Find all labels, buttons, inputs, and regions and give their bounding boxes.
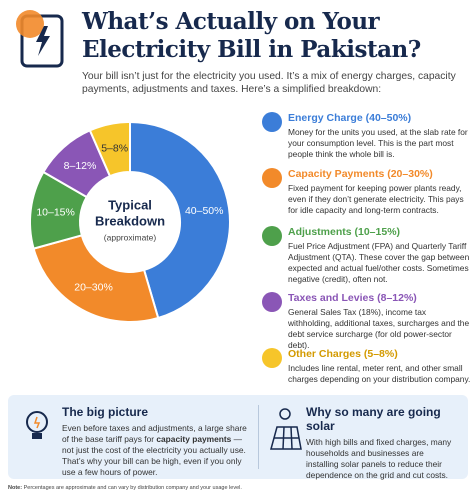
panel-text: With high bills and fixed charges, many … <box>306 437 452 480</box>
legend-title: Capacity Payments (20–30%) <box>288 168 433 180</box>
center-title: Breakdown <box>95 213 165 228</box>
legend-text: General Sales Tax (18%), income tax with… <box>288 307 470 350</box>
legend-icon <box>262 168 282 188</box>
legend-text: Fuel Price Adjustment (FPA) and Quarterl… <box>288 241 470 284</box>
legend-title: Energy Charge (40–50%) <box>288 112 412 124</box>
legend-icon <box>262 112 282 132</box>
slice-label: 10–15% <box>36 206 75 218</box>
legend-title: Adjustments (10–15%) <box>288 226 401 238</box>
divider <box>258 405 259 469</box>
slice-label: 40–50% <box>185 205 224 217</box>
legend-title: Other Charges (5–8%) <box>288 348 398 360</box>
panel-text: Even before taxes and adjustments, a lar… <box>62 423 252 478</box>
slice-label: 20–30% <box>74 281 113 293</box>
donut-hole <box>80 172 180 272</box>
info-box: The big picture Even before taxes and ad… <box>8 395 468 481</box>
title: What’s Actually on Your Electricity Bill… <box>82 8 421 64</box>
text-bold: capacity payments <box>156 434 232 444</box>
legend-item: Adjustments (10–15%) Fuel Price Adjustme… <box>262 226 472 285</box>
legend-item: Other Charges (5–8%) Includes line renta… <box>262 348 472 385</box>
center-title: Typical <box>108 197 152 212</box>
legend-icon <box>262 348 282 368</box>
legend-text: Money for the units you used, at the sla… <box>288 127 468 159</box>
legend-icon <box>262 226 282 246</box>
text: Even before taxes and adjustments, a lar… <box>62 423 247 444</box>
center-subtitle: (approximate) <box>104 232 157 242</box>
bulb-icon <box>26 411 48 439</box>
note-text: Percentages are approximate and can vary… <box>22 485 242 491</box>
legend-item: Energy Charge (40–50%) Money for the uni… <box>262 112 472 160</box>
panel-title: Why so many are going solar <box>306 405 441 433</box>
legend-item: Capacity Payments (20–30%) Fixed payment… <box>262 168 472 216</box>
text: — not just the cost of the electricity y… <box>62 434 246 477</box>
slice-label: 8–12% <box>64 160 97 172</box>
note: Note: Percentages are approximate and ca… <box>8 485 242 491</box>
title-line: What’s Actually on Your <box>82 8 380 35</box>
donut-slice <box>129 120 231 320</box>
donut-chart: 40–50% 20–30% 10–15% 8–12% 5–8% TypicalBreakd… <box>29 120 231 323</box>
solar-icon <box>270 408 302 450</box>
bill-icon <box>16 10 64 68</box>
panel-title: The big picture <box>62 405 149 419</box>
legend-title: Taxes and Levies (8–12%) <box>288 292 417 304</box>
panel: The big picture Even before taxes and ad… <box>62 405 252 478</box>
note-label: Note: <box>8 485 23 491</box>
title-line: Electricity Bill in Pakistan? <box>82 36 421 63</box>
panel: Why so many are going solar With high bi… <box>306 405 456 481</box>
slice-label: 5–8% <box>101 142 128 154</box>
legend-text: Includes line rental, meter rent, and ot… <box>288 363 471 384</box>
legend-icon <box>262 292 282 312</box>
legend-item: Taxes and Levies (8–12%) General Sales T… <box>262 292 472 351</box>
legend-text: Fixed payment for keeping power plants r… <box>288 183 464 215</box>
subtitle: Your bill isn’t just for the electricity… <box>82 71 456 95</box>
